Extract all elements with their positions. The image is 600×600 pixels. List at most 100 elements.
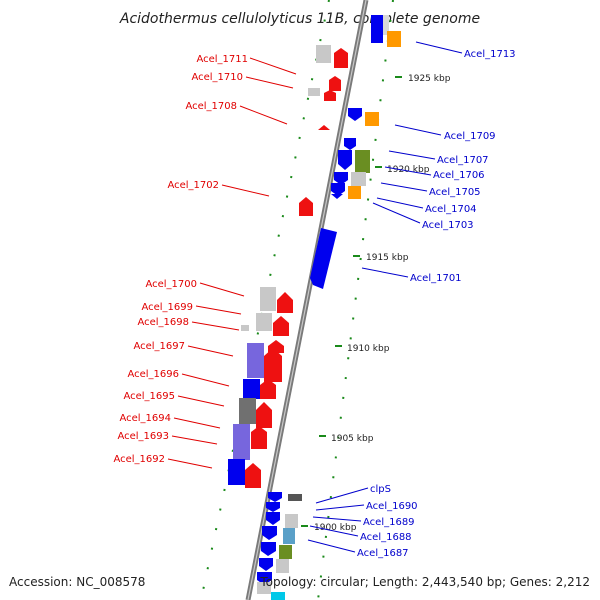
gene-acel-1689-arrow[interactable] xyxy=(266,512,280,525)
gene-acel-1695-arrow[interactable] xyxy=(260,379,276,399)
leader-line xyxy=(394,124,442,136)
gene-acel-1696[interactable] xyxy=(243,379,260,399)
gene-label[interactable]: Acel_1710 xyxy=(191,72,243,83)
gene-label[interactable]: clpS xyxy=(370,484,391,495)
gene-acel-1694[interactable] xyxy=(233,424,250,460)
gene-label[interactable]: Acel_1687 xyxy=(357,548,409,559)
leader-line xyxy=(315,504,365,511)
gene-acel-1709-left[interactable] xyxy=(308,88,320,96)
gene-acel-1699[interactable] xyxy=(256,313,272,331)
gene-acel-1693-arrow[interactable] xyxy=(251,426,267,449)
gene-label[interactable]: Acel_1701 xyxy=(410,273,462,284)
leader-line xyxy=(191,321,240,331)
forward-gene-labels xyxy=(307,41,463,553)
gene-label[interactable]: Acel_1707 xyxy=(437,155,489,166)
gene-acel-1704-arrow[interactable] xyxy=(331,183,345,196)
gene-label[interactable]: Acel_1688 xyxy=(360,532,412,543)
gene-acel-1696-arrow[interactable] xyxy=(264,348,282,382)
gene-label[interactable]: Acel_1693 xyxy=(117,431,169,442)
gene-acel-1690-arrow[interactable] xyxy=(266,502,280,512)
leader-line xyxy=(361,267,409,278)
leader-line xyxy=(307,539,356,553)
gene-acel-1688-arrow[interactable] xyxy=(262,526,277,540)
gene-label[interactable]: Acel_1706 xyxy=(433,170,485,181)
gene-acel-1692[interactable] xyxy=(228,459,245,485)
inner-tick-ring xyxy=(317,0,394,600)
gene-acel-1688[interactable] xyxy=(279,545,292,559)
reverse-gene-labels xyxy=(167,57,297,469)
gene-label[interactable]: Acel_1690 xyxy=(366,501,418,512)
gene-acel-1713[interactable] xyxy=(387,31,401,47)
gene-acel-1711[interactable] xyxy=(316,45,331,63)
kbp-tick-label: 1905 kbp xyxy=(331,434,374,444)
leader-line xyxy=(171,435,218,445)
gene-acel-1710[interactable] xyxy=(329,76,341,91)
gene-acel-1713-a[interactable] xyxy=(371,15,383,43)
gene-label[interactable]: Acel_1700 xyxy=(145,279,197,290)
leader-line xyxy=(309,525,359,537)
reverse-gene-label-texts: Acel_1711 Acel_1710 Acel_1708 Acel_1702 … xyxy=(113,54,248,465)
gene-label[interactable]: Acel_1713 xyxy=(464,49,516,60)
gene-acel-1699-arrow[interactable] xyxy=(273,316,289,336)
gene-label[interactable]: Acel_1702 xyxy=(167,180,219,191)
gene-label[interactable]: Acel_1694 xyxy=(119,413,171,424)
gene-acel-1684[interactable] xyxy=(257,582,271,594)
gene-acel-1690[interactable] xyxy=(285,514,298,528)
gene-label[interactable]: Acel_1697 xyxy=(133,341,185,352)
gene-acel-1709[interactable] xyxy=(365,112,379,126)
gene-label[interactable]: Acel_1711 xyxy=(196,54,248,65)
genome-backbone-highlight xyxy=(247,0,367,600)
accession-text: Accession: NC_008578 xyxy=(9,575,145,589)
kbp-ticks: 1925 kbp 1920 kbp 1915 kbp 1910 kbp 1905… xyxy=(301,74,451,533)
leader-line xyxy=(173,417,221,429)
gene-acel-1694-arrow[interactable] xyxy=(256,402,272,428)
kbp-tick-label: 1900 kbp xyxy=(314,523,357,533)
gene-label[interactable]: Acel_1708 xyxy=(185,101,237,112)
gene-acel-1702[interactable] xyxy=(299,197,313,216)
gene-acel-1691-arrow[interactable] xyxy=(268,492,282,502)
gene-acel-1701[interactable] xyxy=(310,228,337,289)
gene-clps[interactable] xyxy=(288,494,302,501)
gene-acel-1706[interactable] xyxy=(351,172,366,186)
forward-strand-genes xyxy=(257,15,401,600)
gene-label[interactable]: Acel_1689 xyxy=(363,517,415,528)
gene-label[interactable]: Acel_1705 xyxy=(429,187,481,198)
gene-label[interactable]: Acel_1696 xyxy=(127,369,179,380)
gene-acel-1708-arrow[interactable] xyxy=(324,90,336,101)
gene-acel-1700-arrow[interactable] xyxy=(277,292,293,313)
gene-acel-1705[interactable] xyxy=(348,186,361,199)
gene-acel-1686[interactable] xyxy=(276,559,289,573)
gene-acel-1708[interactable] xyxy=(318,125,330,130)
kbp-tick-label: 1910 kbp xyxy=(347,344,390,354)
gene-label[interactable]: Acel_1699 xyxy=(141,302,193,313)
gene-label[interactable]: Acel_1709 xyxy=(444,131,496,142)
gene-acel-1713-b[interactable] xyxy=(383,15,389,35)
gene-acel-1700[interactable] xyxy=(260,287,276,311)
leader-line xyxy=(181,373,230,387)
gene-acel-1703[interactable] xyxy=(331,194,343,199)
gene-label[interactable]: Acel_1703 xyxy=(422,220,474,231)
gene-acel-1687[interactable] xyxy=(259,558,273,571)
gene-acel-1709-arrow[interactable] xyxy=(348,108,362,121)
gene-label[interactable]: Acel_1698 xyxy=(137,317,189,328)
gene-acel-1683[interactable] xyxy=(271,592,285,600)
gene-acel-1687-arrow[interactable] xyxy=(261,542,276,556)
gene-acel-1706-arrow[interactable] xyxy=(338,150,352,170)
gene-label[interactable]: Acel_1695 xyxy=(123,391,175,402)
gene-acel-1692-arrow[interactable] xyxy=(245,463,261,488)
gene-acel-1698[interactable] xyxy=(241,325,249,331)
gene-acel-1705-arrow[interactable] xyxy=(334,172,348,185)
gene-acel-1689[interactable] xyxy=(283,528,295,544)
gene-acel-1707-arrow[interactable] xyxy=(344,138,356,150)
leader-line xyxy=(199,282,245,297)
gene-label[interactable]: Acel_1692 xyxy=(113,454,165,465)
gene-label[interactable]: Acel_1704 xyxy=(425,204,477,215)
gene-acel-1695[interactable] xyxy=(239,398,256,424)
gene-acel-1697[interactable] xyxy=(247,343,264,378)
gene-acel-1707[interactable] xyxy=(355,150,370,173)
gene-acel-1711-arrow[interactable] xyxy=(334,48,348,68)
leader-line xyxy=(415,41,463,54)
gene-acel-1685-arrow[interactable] xyxy=(257,572,272,585)
